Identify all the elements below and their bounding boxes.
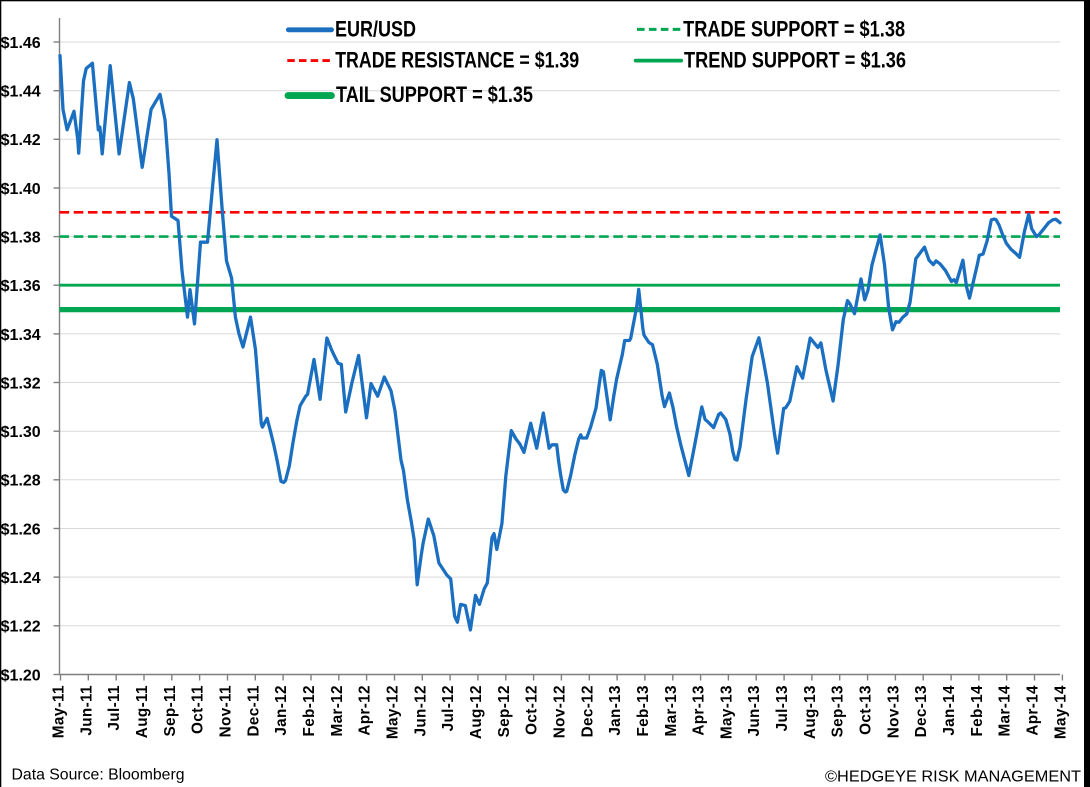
svg-text:Mar-12: Mar-12 [329, 685, 346, 736]
svg-text:May-12: May-12 [385, 685, 402, 739]
svg-text:Apr-13: Apr-13 [691, 685, 708, 736]
svg-text:Sep-12: Sep-12 [496, 685, 513, 737]
svg-text:Jan-13: Jan-13 [607, 685, 624, 736]
svg-text:Nov-11: Nov-11 [218, 685, 235, 737]
svg-text:Sep-11: Sep-11 [162, 685, 179, 737]
svg-text:$1.28: $1.28 [1, 473, 41, 490]
svg-text:Jun-12: Jun-12 [412, 685, 429, 736]
svg-text:$1.36: $1.36 [1, 278, 41, 295]
svg-text:Mar-13: Mar-13 [663, 685, 680, 736]
svg-text:$1.40: $1.40 [1, 181, 41, 198]
svg-text:©HEDGEYE RISK MANAGEMENT: ©HEDGEYE RISK MANAGEMENT [825, 768, 1081, 785]
svg-text:Jun-13: Jun-13 [746, 685, 763, 736]
svg-text:$1.30: $1.30 [1, 424, 41, 441]
svg-text:$1.38: $1.38 [1, 230, 41, 247]
svg-text:TRADE SUPPORT = $1.38: TRADE SUPPORT = $1.38 [683, 16, 905, 41]
svg-text:Apr-12: Apr-12 [357, 685, 374, 736]
svg-text:Nov-13: Nov-13 [885, 685, 902, 738]
svg-text:Oct-11: Oct-11 [190, 685, 207, 734]
svg-text:Aug-12: Aug-12 [468, 685, 485, 739]
svg-text:$1.44: $1.44 [1, 84, 41, 101]
svg-text:Dec-13: Dec-13 [913, 685, 930, 737]
svg-text:TAIL SUPPORT = $1.35: TAIL SUPPORT = $1.35 [336, 82, 533, 107]
svg-text:Dec-12: Dec-12 [579, 685, 596, 737]
svg-text:Oct-12: Oct-12 [524, 685, 541, 735]
svg-text:Aug-13: Aug-13 [802, 685, 819, 739]
svg-text:Data Source: Bloomberg: Data Source: Bloomberg [12, 767, 185, 784]
svg-text:$1.26: $1.26 [1, 521, 41, 538]
svg-text:$1.32: $1.32 [1, 375, 41, 392]
svg-text:TREND SUPPORT = $1.36: TREND SUPPORT = $1.36 [684, 47, 906, 72]
svg-text:Jul-11: Jul-11 [106, 685, 123, 731]
svg-text:Nov-12: Nov-12 [551, 685, 568, 738]
svg-text:Jan-12: Jan-12 [273, 685, 290, 736]
svg-text:Jun-11: Jun-11 [78, 685, 95, 736]
svg-text:$1.24: $1.24 [1, 570, 41, 587]
svg-text:Jul-13: Jul-13 [774, 685, 791, 731]
svg-text:$1.46: $1.46 [1, 35, 41, 52]
svg-text:TRADE RESISTANCE = $1.39: TRADE RESISTANCE = $1.39 [335, 47, 579, 72]
svg-text:May-11: May-11 [51, 685, 68, 738]
svg-text:$1.22: $1.22 [1, 619, 41, 636]
svg-text:Sep-13: Sep-13 [830, 685, 847, 737]
svg-text:Apr-14: Apr-14 [1025, 685, 1042, 736]
svg-text:Jul-12: Jul-12 [440, 685, 457, 731]
svg-text:Feb-14: Feb-14 [969, 685, 986, 737]
svg-text:Jan-14: Jan-14 [941, 685, 958, 736]
svg-text:Oct-13: Oct-13 [858, 685, 875, 735]
svg-text:$1.34: $1.34 [1, 327, 41, 344]
svg-text:Dec-11: Dec-11 [245, 685, 262, 737]
svg-text:Aug-11: Aug-11 [134, 685, 151, 738]
svg-text:$1.42: $1.42 [1, 132, 41, 149]
svg-text:Feb-12: Feb-12 [301, 685, 318, 736]
svg-text:May-14: May-14 [1052, 685, 1069, 739]
svg-text:Feb-13: Feb-13 [635, 685, 652, 736]
svg-text:EUR/USD: EUR/USD [335, 16, 416, 41]
svg-text:$1.20: $1.20 [1, 667, 41, 684]
svg-text:May-13: May-13 [718, 685, 735, 739]
svg-text:Mar-14: Mar-14 [997, 685, 1014, 737]
